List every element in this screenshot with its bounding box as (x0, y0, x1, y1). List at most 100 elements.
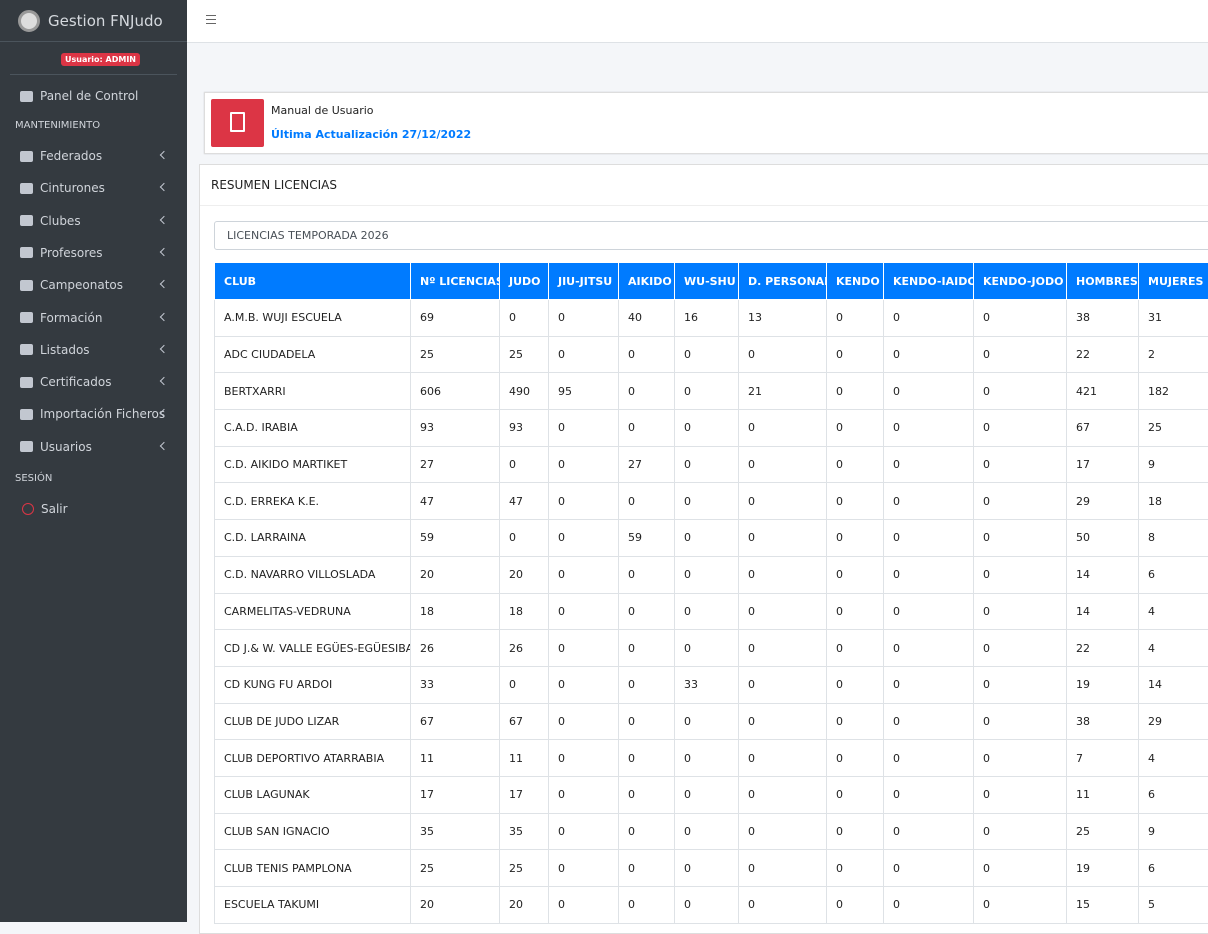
table-cell: 0 (739, 483, 827, 520)
table-cell: 69 (411, 300, 500, 337)
table-cell: 0 (827, 850, 884, 887)
column-header[interactable]: CLUB (215, 263, 411, 300)
table-cell: 606 (411, 373, 500, 410)
menu-item[interactable]: Certificados (20, 369, 175, 395)
menu-toggle[interactable] (206, 15, 216, 24)
column-header[interactable]: KENDO (827, 263, 884, 300)
table-cell: 0 (619, 556, 675, 593)
table-cell: 0 (827, 776, 884, 813)
table-cell: 2 (1139, 336, 1208, 373)
table-cell: 0 (549, 887, 619, 924)
table-cell: 0 (549, 483, 619, 520)
menu-item[interactable]: Campeonatos (20, 272, 175, 298)
table-cell: 0 (549, 740, 619, 777)
table-cell: 11 (411, 740, 500, 777)
table-cell: 0 (974, 703, 1067, 740)
table-cell: 59 (619, 520, 675, 557)
table-cell: 35 (411, 813, 500, 850)
table-cell: 15 (1067, 887, 1139, 924)
column-header[interactable]: JIU-JITSU (549, 263, 619, 300)
manual-title: Manual de Usuario (271, 104, 374, 117)
menu-item[interactable]: Listados (20, 337, 175, 363)
table-cell: 0 (884, 740, 974, 777)
table-cell: 0 (974, 446, 1067, 483)
table-cell: 0 (884, 630, 974, 667)
table-cell: 0 (675, 630, 739, 667)
table-cell: 0 (675, 887, 739, 924)
column-header[interactable]: WU-SHU (675, 263, 739, 300)
table-cell: 0 (549, 593, 619, 630)
column-header[interactable]: KENDO-IAIDO (884, 263, 974, 300)
menu-icon (20, 247, 33, 258)
column-header[interactable]: KENDO-JODO (974, 263, 1067, 300)
table-cell: 0 (619, 483, 675, 520)
table-cell: 0 (619, 336, 675, 373)
menu-item[interactable]: Salir (20, 496, 175, 522)
menu-item[interactable]: Panel de Control (20, 83, 175, 109)
table-cell: 25 (500, 850, 549, 887)
column-header[interactable]: JUDO (500, 263, 549, 300)
menu-label: Federados (40, 149, 102, 163)
manual-updated[interactable]: Última Actualización 27/12/2022 (271, 128, 471, 141)
table-cell: 0 (500, 666, 549, 703)
manual-card[interactable]: Manual de Usuario Última Actualización 2… (204, 92, 1208, 154)
table-cell: 4 (1139, 593, 1208, 630)
table-cell: 0 (739, 446, 827, 483)
menu-icon (20, 344, 33, 355)
divider (200, 205, 1208, 206)
table-cell: 0 (675, 520, 739, 557)
table-cell: 0 (884, 300, 974, 337)
table-cell: 0 (500, 446, 549, 483)
table-cell: 25 (411, 336, 500, 373)
column-header[interactable]: D. PERSONAL (739, 263, 827, 300)
menu-item[interactable]: Usuarios (20, 434, 175, 460)
table-cell: 0 (619, 630, 675, 667)
menu-label: Usuarios (40, 440, 92, 454)
menu-icon (20, 280, 33, 291)
table-cell: 0 (619, 740, 675, 777)
table-cell: CARMELITAS-VEDRUNA (215, 593, 411, 630)
table-cell: 0 (675, 776, 739, 813)
column-header[interactable]: AIKIDO (619, 263, 675, 300)
menu-item[interactable]: Formación (20, 305, 175, 331)
divider (10, 74, 177, 75)
menu-label: Campeonatos (40, 278, 123, 292)
table-cell: 0 (675, 703, 739, 740)
table-cell: 9 (1139, 813, 1208, 850)
table-cell: CD KUNG FU ARDOI (215, 666, 411, 703)
column-header[interactable]: HOMBRES (1067, 263, 1139, 300)
table-cell: 0 (675, 373, 739, 410)
table-cell: 0 (974, 630, 1067, 667)
table-cell: 0 (884, 410, 974, 447)
menu-item[interactable]: Cinturones (20, 175, 175, 201)
column-header[interactable]: Nº LICENCIAS (411, 263, 500, 300)
brand[interactable]: Gestion FNJudo (0, 0, 187, 42)
table-cell: 0 (884, 703, 974, 740)
menu-icon (20, 441, 33, 452)
table-cell: 0 (739, 666, 827, 703)
table-cell: 0 (884, 813, 974, 850)
table-cell: 0 (827, 300, 884, 337)
menu-item[interactable]: Clubes (20, 208, 175, 234)
table-cell: 0 (619, 703, 675, 740)
table-cell: 0 (619, 887, 675, 924)
table-cell: CLUB LAGUNAK (215, 776, 411, 813)
table-cell: 0 (500, 300, 549, 337)
logo (18, 10, 40, 32)
menu-item[interactable]: Profesores (20, 240, 175, 266)
table-cell: 4 (1139, 740, 1208, 777)
table-cell: 27 (411, 446, 500, 483)
table-cell: 0 (827, 630, 884, 667)
table-cell: 4 (1139, 630, 1208, 667)
menu-item[interactable]: Federados (20, 143, 175, 169)
table-cell: 0 (619, 813, 675, 850)
column-header[interactable]: MUJERES (1139, 263, 1208, 300)
season-select[interactable]: LICENCIAS TEMPORADA 2026 (214, 221, 1208, 250)
menu-item[interactable]: Importación Ficheros (20, 401, 175, 427)
table-cell: 50 (1067, 520, 1139, 557)
table-cell: 7 (1067, 740, 1139, 777)
